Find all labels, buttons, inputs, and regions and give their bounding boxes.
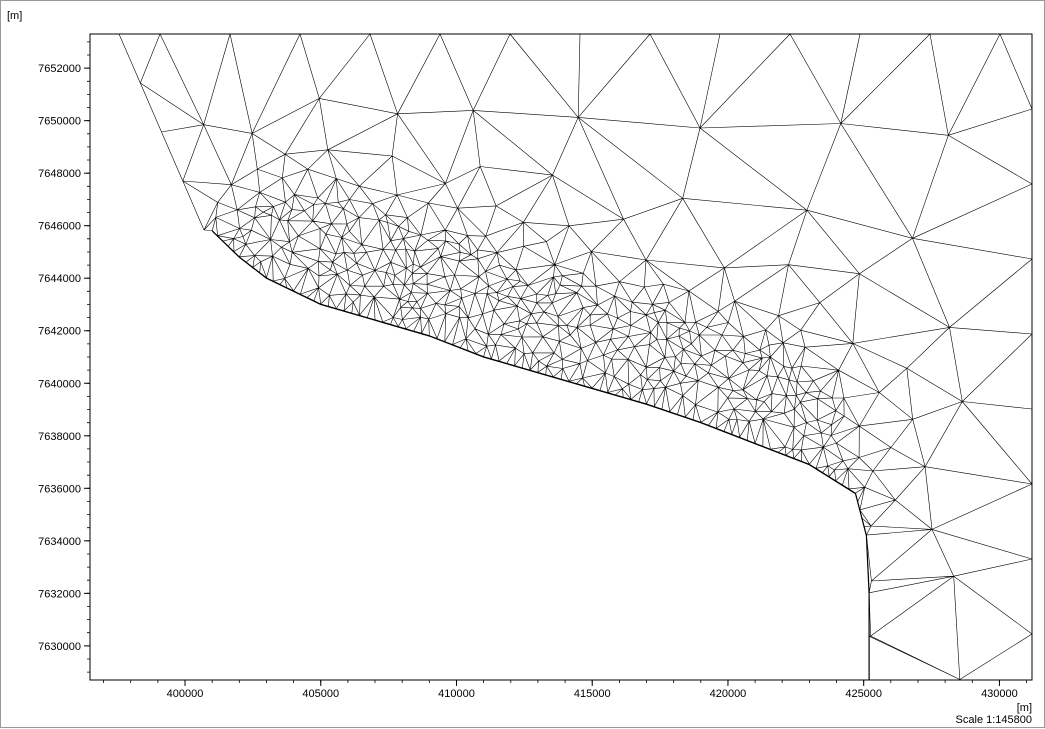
y-tick-label: 7648000	[38, 168, 81, 180]
x-tick-label: 400000	[167, 688, 204, 700]
mesh-layer	[118, 33, 1033, 680]
plot-area-border	[89, 33, 1033, 681]
x-tick-label: 415000	[574, 688, 611, 700]
y-tick-label: 7638000	[38, 431, 81, 443]
axes-layer: 400000 405000 410000 415000 420000 425000 4300…	[38, 33, 1033, 700]
x-tick-label: 425000	[845, 688, 882, 700]
coastline	[211, 230, 870, 680]
y-tick-label: 7642000	[38, 326, 81, 338]
x-unit-label: [m]	[1016, 702, 1032, 714]
y-tick-label: 7634000	[38, 536, 81, 548]
y-tick-label: 7652000	[38, 63, 81, 75]
y-tick-label: 7632000	[38, 588, 81, 600]
y-tick-label: 7646000	[38, 221, 81, 233]
y-tick-label: 7636000	[38, 483, 81, 495]
y-tick-label: 7644000	[38, 273, 81, 285]
x-tick-label: 420000	[710, 688, 747, 700]
scale-label: Scale 1:145800	[955, 714, 1032, 726]
mesh-triangles	[118, 33, 1033, 680]
y-tick-label: 7630000	[38, 641, 81, 653]
minor-ticks	[87, 41, 1027, 683]
x-tick-label: 430000	[981, 688, 1018, 700]
y-tick-label: 7650000	[38, 116, 81, 128]
y-unit-label: [m]	[7, 10, 23, 22]
x-tick-label: 410000	[438, 688, 475, 700]
y-tick-label: 7640000	[38, 378, 81, 390]
x-tick-label: 405000	[302, 688, 339, 700]
